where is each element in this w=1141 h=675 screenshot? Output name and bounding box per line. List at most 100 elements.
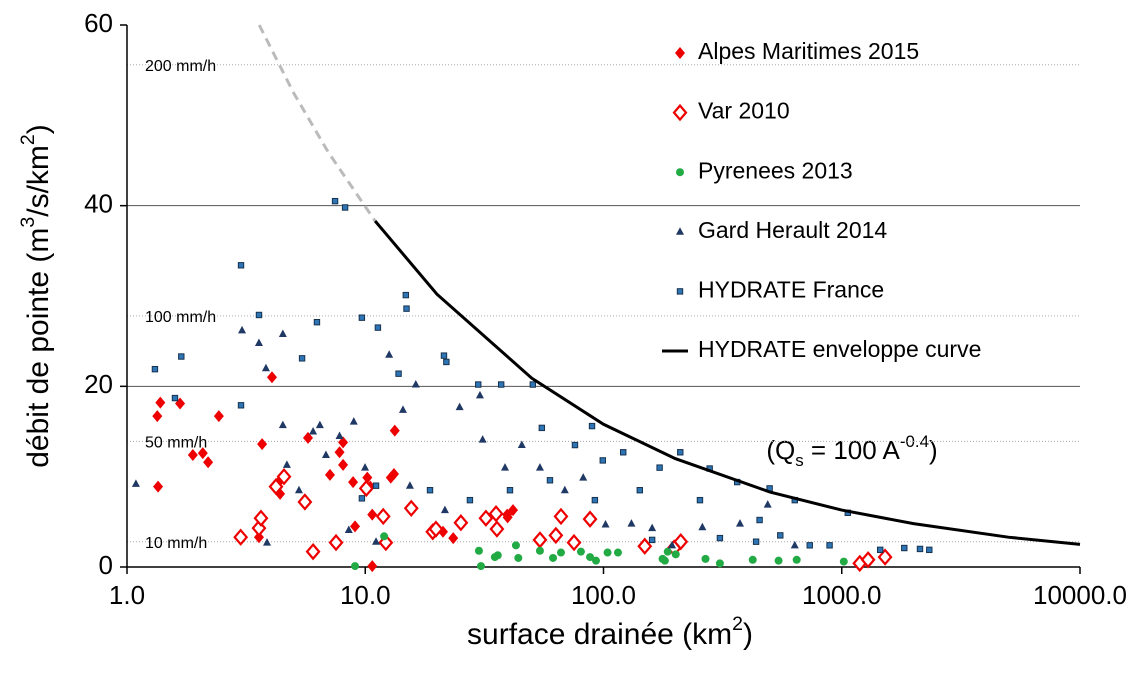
label-text: débit de pointe (m [22, 228, 55, 468]
point [591, 496, 599, 504]
point [556, 548, 565, 557]
point [774, 556, 783, 565]
point [151, 365, 159, 373]
point [535, 463, 544, 471]
point [877, 548, 893, 566]
point [338, 436, 349, 449]
legend-label: Gard Herault 2014 [698, 217, 887, 243]
legend-marker [672, 103, 688, 122]
legend-label: HYDRATE France [698, 276, 884, 302]
point [493, 551, 502, 560]
point [448, 532, 459, 545]
point [514, 553, 523, 562]
point [315, 420, 324, 429]
point [478, 435, 487, 443]
point [440, 352, 448, 359]
point [620, 449, 627, 456]
point [358, 495, 366, 502]
point [388, 467, 399, 480]
point [261, 363, 270, 372]
point [263, 538, 272, 546]
point [282, 460, 291, 468]
point [716, 534, 724, 542]
point [603, 548, 612, 557]
point [411, 380, 420, 388]
point [131, 479, 140, 487]
point [826, 542, 833, 549]
point [341, 204, 349, 211]
point [178, 353, 185, 360]
envelope-curve [373, 220, 1081, 546]
point [197, 447, 208, 460]
label-text: /s/km [22, 145, 55, 217]
x-tick-label: 100.0 [571, 580, 636, 610]
point [367, 508, 378, 521]
point [502, 511, 513, 524]
label-sup: -0.4 [900, 432, 929, 451]
point [576, 547, 585, 556]
y-tick-label: 60 [84, 8, 113, 38]
point [916, 545, 924, 553]
point [752, 538, 760, 545]
legend-marker [675, 47, 685, 59]
point [582, 510, 598, 528]
point [489, 520, 505, 538]
point [579, 473, 588, 481]
point [532, 531, 548, 549]
point [668, 540, 677, 549]
point [806, 542, 813, 549]
point [696, 496, 704, 504]
point [453, 514, 469, 532]
point [372, 482, 380, 489]
point [253, 531, 264, 544]
reference-label: 10 mm/h [145, 535, 207, 552]
point [334, 446, 345, 459]
point [358, 479, 374, 498]
point [455, 402, 464, 411]
point [517, 440, 526, 449]
point [648, 523, 657, 532]
label-text: ) [929, 435, 938, 465]
point [656, 464, 663, 471]
point [253, 509, 269, 527]
x-tick-label: 10.0 [340, 580, 391, 610]
label-sup: 2 [17, 134, 39, 145]
point [385, 350, 394, 358]
point [488, 505, 504, 523]
point [677, 449, 684, 456]
point [155, 396, 166, 409]
y-tick-label: 40 [84, 189, 113, 219]
envelope-extension [257, 24, 377, 222]
point [546, 477, 554, 484]
point [715, 559, 724, 568]
reference-label: 100 mm/h [145, 309, 216, 326]
point [553, 507, 569, 526]
point [637, 537, 653, 555]
point [276, 467, 292, 486]
label-sup: 2 [732, 613, 743, 635]
legend-label: Var 2010 [698, 98, 790, 124]
point [361, 463, 370, 471]
point [380, 532, 389, 541]
point [475, 381, 482, 388]
legend-label: Pyrenees 2013 [698, 157, 853, 183]
point [335, 431, 344, 440]
point [344, 525, 353, 533]
legend-label: Alpes Maritimes 2015 [698, 38, 919, 64]
point [660, 556, 669, 565]
point [251, 519, 267, 537]
point [374, 324, 382, 331]
point [529, 381, 537, 388]
point [560, 485, 569, 494]
label-text: surface drainée (km [467, 618, 732, 651]
point [203, 456, 214, 469]
point [497, 381, 505, 388]
point [475, 390, 484, 399]
label-sup: 3 [17, 217, 39, 228]
point [466, 496, 474, 504]
point [627, 519, 636, 527]
point [305, 542, 321, 561]
legend-marker [676, 227, 684, 235]
point [571, 441, 579, 449]
y-axis-label: débit de pointe (m3/s/km2) [17, 124, 55, 468]
